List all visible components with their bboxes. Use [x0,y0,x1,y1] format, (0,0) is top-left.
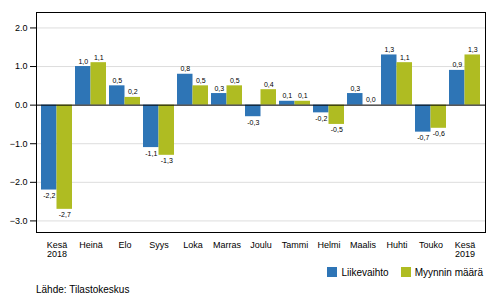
svg-text:0.0: 0.0 [15,100,28,110]
svg-text:Touko: Touko [419,240,443,250]
svg-text:0,5: 0,5 [196,77,206,84]
svg-text:Kesä2019: Kesä2019 [455,240,476,259]
svg-text:-1,1: -1,1 [145,150,157,157]
svg-text:-0,2: -0,2 [315,115,327,122]
svg-text:-0,7: -0,7 [417,134,429,141]
svg-text:Kesä2018: Kesä2018 [47,240,68,259]
svg-text:0,5: 0,5 [230,77,240,84]
svg-text:-0,5: -0,5 [331,126,343,133]
html-text:Lähde: Tilastokeskus: Lähde: Tilastokeskus [36,284,130,295]
svg-text:−3.0: −3.0 [10,216,28,226]
svg-text:0,2: 0,2 [128,88,138,95]
svg-text:-2,2: -2,2 [43,192,55,199]
svg-text:1,0: 1,0 [78,58,88,65]
svg-text:0,9: 0,9 [452,61,462,68]
svg-text:0,3: 0,3 [214,85,224,92]
svg-text:−1.0: −1.0 [10,139,28,149]
svg-text:1.0: 1.0 [15,61,28,71]
svg-text:Tammi: Tammi [282,240,309,250]
svg-text:Loka: Loka [183,240,203,250]
svg-text:0,1: 0,1 [298,92,308,99]
svg-text:Elo: Elo [118,240,131,250]
svg-text:1,3: 1,3 [468,46,478,53]
html-text:Myynnin määrä: Myynnin määrä [414,266,483,278]
html-text:Liikevaihto: Liikevaihto [341,266,389,278]
svg-text:0,3: 0,3 [350,85,360,92]
svg-text:Marras: Marras [213,240,242,250]
svg-text:-2,7: -2,7 [59,211,71,218]
svg-text:0,8: 0,8 [180,65,190,72]
svg-text:1,3: 1,3 [384,46,394,53]
svg-text:Syys: Syys [149,240,169,250]
svg-text:1,1: 1,1 [94,54,104,61]
svg-text:-1,3: -1,3 [161,157,173,164]
svg-text:-0,6: -0,6 [433,130,445,137]
svg-text:0,0: 0,0 [366,96,376,103]
svg-text:1,1: 1,1 [400,54,410,61]
svg-text:−2.0: −2.0 [10,177,28,187]
svg-text:Maalis: Maalis [350,240,377,250]
svg-text:Joulu: Joulu [250,240,272,250]
svg-text:Huhti: Huhti [386,240,407,250]
svg-text:Helmi: Helmi [317,240,340,250]
svg-text:-0,3: -0,3 [247,119,259,126]
svg-text:Heinä: Heinä [79,240,103,250]
svg-text:0,1: 0,1 [282,92,292,99]
svg-text:2.0: 2.0 [15,23,28,33]
svg-text:0,5: 0,5 [112,77,122,84]
svg-text:0,4: 0,4 [264,81,274,88]
